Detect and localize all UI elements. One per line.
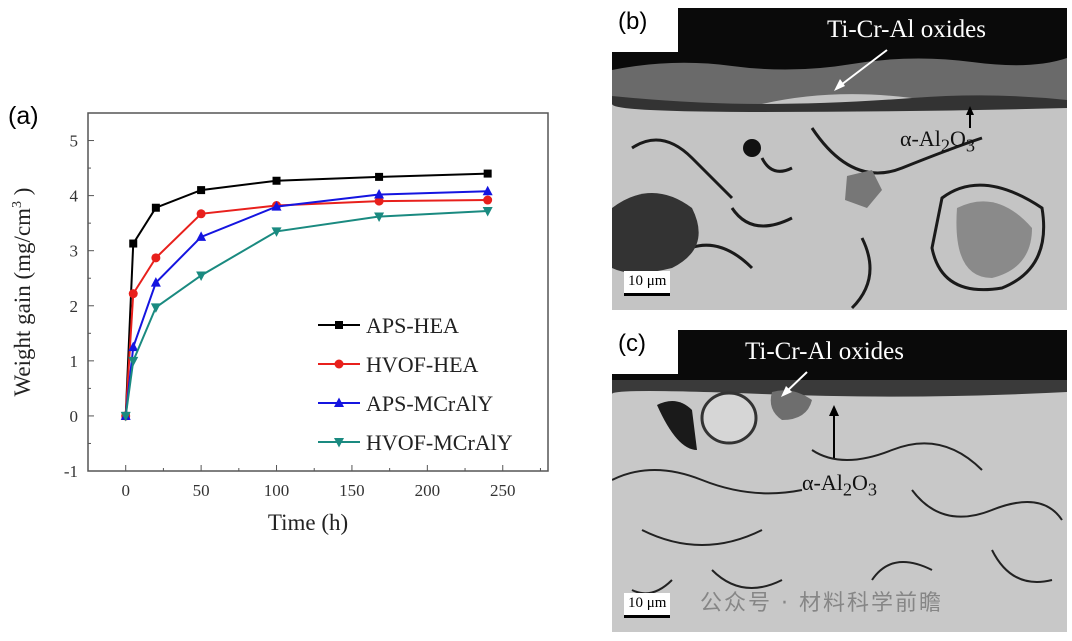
y-tick-label: 3 — [70, 242, 79, 261]
x-tick-label: 100 — [264, 481, 290, 500]
legend-marker-hvof-mcraly — [334, 438, 344, 448]
micrograph-b: (b) Ti-Cr-Al oxides α-Al2O3 10 μm — [612, 8, 1067, 310]
data-point-hvof-hea — [374, 196, 384, 206]
data-point-aps-mcraly — [374, 189, 385, 199]
series-line-aps-hea — [124, 172, 488, 416]
legend-label-hvof-hea: HVOF-HEA — [366, 352, 479, 377]
x-tick-label: 0 — [121, 481, 130, 500]
y-tick-label: 4 — [70, 187, 79, 206]
y-tick-label: 1 — [70, 352, 79, 371]
data-point-aps-hea — [129, 239, 138, 248]
watermark: 公众号 · 材料科学前瞻 — [700, 591, 943, 616]
data-point-hvof-mcraly — [374, 212, 385, 223]
data-point-aps-mcraly — [196, 231, 207, 241]
legend-marker-aps-hea — [335, 321, 343, 329]
scale-bar-b: 10 μm — [624, 271, 671, 296]
data-point-aps-hea — [483, 169, 492, 178]
alumina-label-b: α-Al2O3 — [900, 126, 976, 156]
x-tick-label: 250 — [490, 481, 516, 500]
data-point-hvof-mcraly — [196, 271, 207, 281]
oxide-label-b: Ti-Cr-Al oxides — [827, 16, 987, 43]
alumina-label-c: α-Al2O3 — [802, 470, 878, 500]
data-point-aps-mcraly — [128, 341, 139, 352]
data-point-hvof-mcraly — [120, 411, 131, 422]
micrograph-c-image — [612, 330, 1067, 632]
data-point-hvof-mcraly — [128, 356, 139, 367]
data-point-aps-hea — [272, 176, 281, 185]
y-tick-label: 2 — [70, 297, 79, 316]
data-point-hvof-mcraly — [150, 303, 161, 313]
legend-marker-hvof-hea — [334, 359, 344, 369]
data-point-hvof-mcraly — [271, 227, 282, 237]
data-point-aps-hea — [197, 186, 206, 195]
panel-label-b: (b) — [612, 8, 678, 52]
data-point-hvof-hea — [483, 195, 493, 205]
micrograph-b-image — [612, 8, 1067, 310]
x-axis-label: Time (h) — [268, 510, 348, 535]
panel-label-a: (a) — [8, 102, 39, 130]
series-line-hvof-hea — [124, 199, 488, 416]
y-tick-label: 0 — [70, 407, 79, 426]
legend-label-aps-mcraly: APS-MCrAlY — [366, 391, 493, 416]
x-tick-label: 50 — [193, 481, 210, 500]
y-axis-label: Weight gain (mg/cm3 ) — [10, 188, 35, 397]
y-tick-label: -1 — [64, 462, 78, 481]
series-line-aps-mcraly — [124, 190, 488, 417]
legend-marker-aps-mcraly — [334, 397, 344, 407]
data-point-aps-mcraly — [482, 185, 493, 196]
x-tick-label: 200 — [415, 481, 441, 500]
panel-label-c: (c) — [612, 330, 678, 374]
data-point-aps-hea — [151, 203, 160, 212]
micrograph-c: (c) Ti-Cr-Al oxides α-Al2O3 10 μm — [612, 330, 1067, 632]
data-point-hvof-hea — [151, 253, 161, 263]
data-point-aps-mcraly — [271, 201, 282, 211]
y-tick-label: 5 — [70, 132, 79, 151]
oxide-label-c: Ti-Cr-Al oxides — [745, 338, 905, 365]
data-point-hvof-hea — [196, 209, 206, 219]
data-point-hvof-mcraly — [482, 207, 493, 217]
plot-frame — [87, 112, 549, 472]
weight-gain-chart: (a) 0 50 100 150 200 250 -1 0 1 2 3 4 5 Time (h) Weight… — [8, 102, 549, 535]
data-point-hvof-hea — [128, 289, 138, 299]
legend-label-aps-hea: APS-HEA — [366, 313, 459, 338]
scale-bar-c: 10 μm — [624, 593, 671, 618]
data-point-aps-hea — [375, 172, 384, 181]
x-tick-label: 150 — [339, 481, 365, 500]
data-point-aps-mcraly — [150, 277, 161, 287]
legend-label-hvof-mcraly: HVOF-MCrAlY — [366, 430, 513, 455]
